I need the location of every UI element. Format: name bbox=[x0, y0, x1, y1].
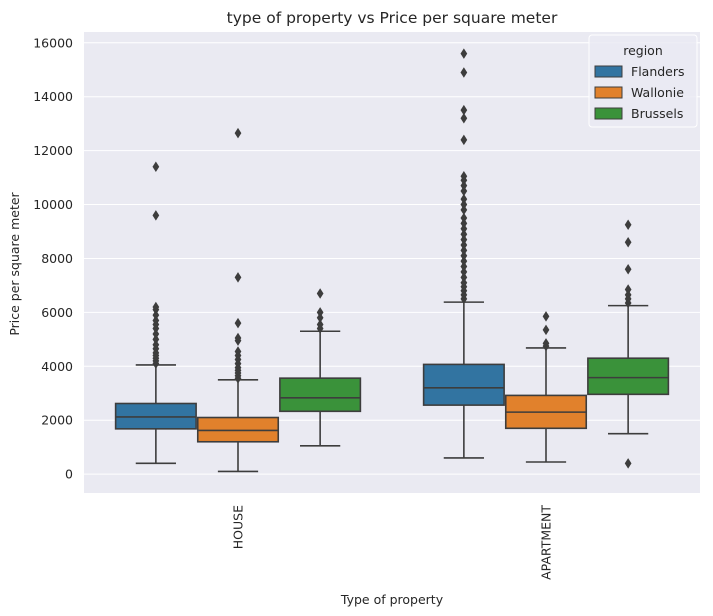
box-flanders-house bbox=[114, 161, 197, 465]
legend-swatch bbox=[594, 107, 623, 120]
iqr-box bbox=[422, 363, 505, 406]
outlier-point bbox=[316, 288, 324, 299]
iqr-box bbox=[114, 402, 197, 430]
y-tick-label: 10000 bbox=[33, 197, 73, 212]
chart-title: type of property vs Price per square met… bbox=[227, 9, 558, 27]
y-tick-label: 8000 bbox=[41, 251, 73, 266]
outlier-point bbox=[542, 338, 550, 349]
outlier-point bbox=[316, 319, 324, 330]
outlier-point bbox=[460, 277, 468, 288]
outlier-point bbox=[234, 346, 242, 357]
x-tick-label: HOUSE bbox=[231, 505, 246, 549]
outlier-point bbox=[460, 134, 468, 146]
outlier-point bbox=[460, 185, 468, 197]
outlier-point bbox=[316, 312, 324, 324]
x-axis-ticks: HOUSE APARTMENT bbox=[231, 505, 554, 580]
boxes bbox=[114, 48, 670, 473]
outlier-point bbox=[460, 199, 468, 210]
outlier-point bbox=[460, 170, 468, 182]
y-tick-label: 12000 bbox=[33, 143, 73, 158]
x-axis-label: Type of property bbox=[340, 592, 444, 607]
outlier-point bbox=[234, 317, 242, 329]
legend-item-brussels: Brussels bbox=[594, 106, 683, 121]
outlier-point bbox=[624, 219, 632, 231]
outlier-point bbox=[234, 127, 242, 139]
legend-item-flanders: Flanders bbox=[594, 64, 685, 79]
outlier-point bbox=[152, 334, 160, 345]
y-tick-label: 16000 bbox=[33, 35, 73, 50]
iqr-box bbox=[196, 416, 280, 443]
legend: region Flanders Wallonie Brussels bbox=[588, 34, 698, 128]
legend-label: Flanders bbox=[631, 64, 685, 79]
outlier-point bbox=[460, 113, 468, 124]
outlier-point bbox=[624, 237, 632, 248]
outlier-point bbox=[460, 266, 468, 278]
legend-item-wallonie: Wallonie bbox=[594, 85, 684, 100]
iqr-box bbox=[587, 357, 670, 396]
y-tick-label: 0 bbox=[65, 467, 73, 482]
outlier-point bbox=[460, 212, 468, 224]
box-brussels-house bbox=[279, 288, 362, 447]
legend-swatch bbox=[594, 86, 623, 99]
outlier-point bbox=[542, 324, 550, 336]
box-brussels-apartment bbox=[587, 219, 670, 469]
legend-frame bbox=[588, 34, 698, 128]
y-tick-label: 2000 bbox=[41, 413, 73, 428]
y-axis-ticks: 0 2000 4000 6000 8000 10000 12000 14000 16000 bbox=[33, 35, 73, 481]
outlier-point bbox=[460, 67, 468, 78]
outlier-point bbox=[542, 311, 550, 322]
outlier-point bbox=[624, 458, 632, 469]
outlier-point bbox=[460, 228, 468, 240]
y-axis-label: Price per square meter bbox=[7, 191, 22, 335]
outlier-point bbox=[460, 104, 468, 116]
x-tick-label: APARTMENT bbox=[539, 505, 554, 580]
outlier-point bbox=[460, 250, 468, 262]
legend-swatch bbox=[594, 65, 623, 78]
outlier-point bbox=[152, 309, 160, 321]
outlier-point bbox=[152, 315, 160, 326]
outlier-point bbox=[460, 239, 468, 251]
outlier-point bbox=[460, 223, 468, 235]
outlier-point bbox=[460, 245, 468, 256]
outlier-point bbox=[624, 284, 632, 295]
outlier-point bbox=[152, 339, 160, 350]
legend-label: Brussels bbox=[631, 106, 683, 121]
outlier-point bbox=[460, 255, 468, 267]
outlier-point bbox=[316, 307, 324, 318]
box-wallonie-house bbox=[196, 127, 280, 473]
outlier-point bbox=[624, 289, 632, 301]
box-wallonie-apartment bbox=[504, 311, 588, 463]
y-tick-label: 6000 bbox=[41, 305, 73, 320]
outlier-point bbox=[460, 261, 468, 272]
y-tick-label: 14000 bbox=[33, 89, 73, 104]
outlier-point bbox=[460, 180, 468, 191]
outlier-point bbox=[234, 332, 242, 344]
outlier-point bbox=[460, 48, 468, 59]
outlier-point bbox=[152, 301, 160, 313]
outlier-point bbox=[460, 234, 468, 245]
outlier-point bbox=[152, 161, 160, 173]
outlier-point bbox=[460, 193, 468, 205]
outlier-point bbox=[152, 328, 160, 340]
legend-title: region bbox=[623, 43, 663, 58]
outlier-point bbox=[234, 272, 242, 283]
outlier-point bbox=[460, 272, 468, 283]
outlier-point bbox=[460, 204, 468, 216]
legend-label: Wallonie bbox=[631, 85, 684, 100]
outlier-point bbox=[152, 210, 160, 221]
outlier-point bbox=[460, 218, 468, 229]
box-flanders-apartment bbox=[422, 48, 505, 459]
outlier-point bbox=[624, 263, 632, 275]
y-tick-label: 4000 bbox=[41, 359, 73, 374]
iqr-box bbox=[279, 377, 362, 413]
